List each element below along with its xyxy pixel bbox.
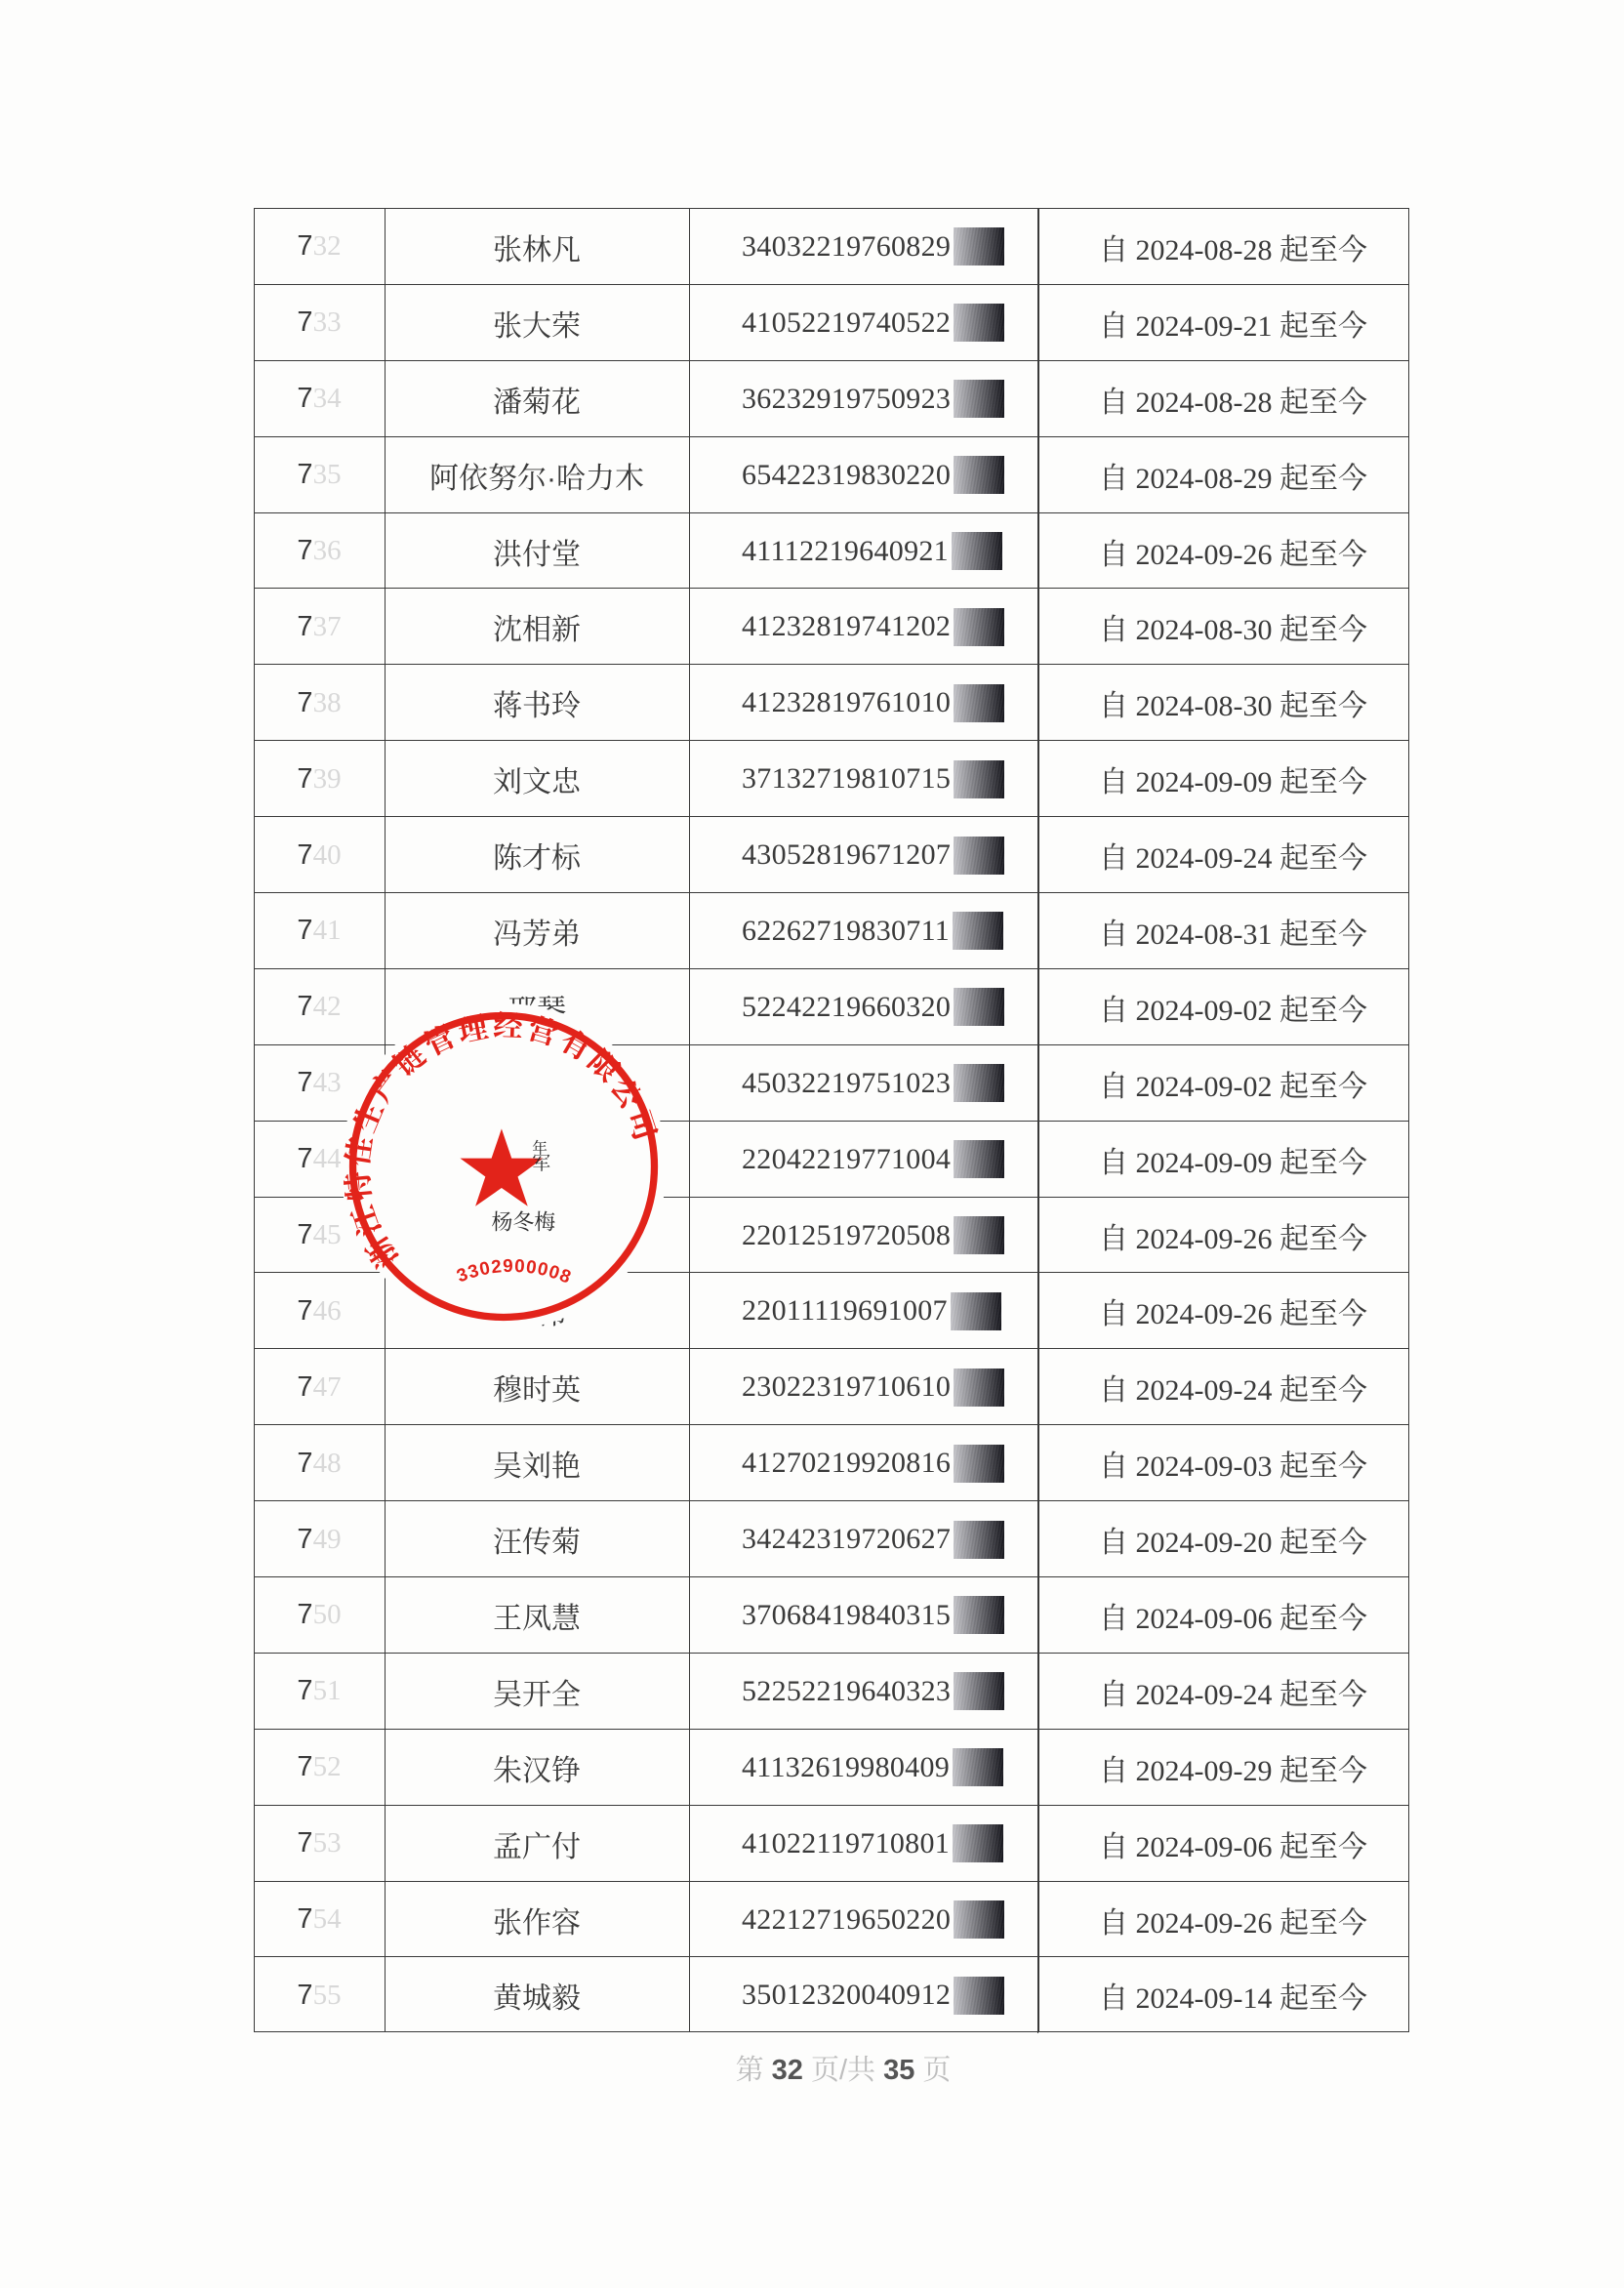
svg-text:年: 年 — [532, 1138, 548, 1157]
svg-text:杨冬梅: 杨冬梅 — [491, 1210, 555, 1235]
